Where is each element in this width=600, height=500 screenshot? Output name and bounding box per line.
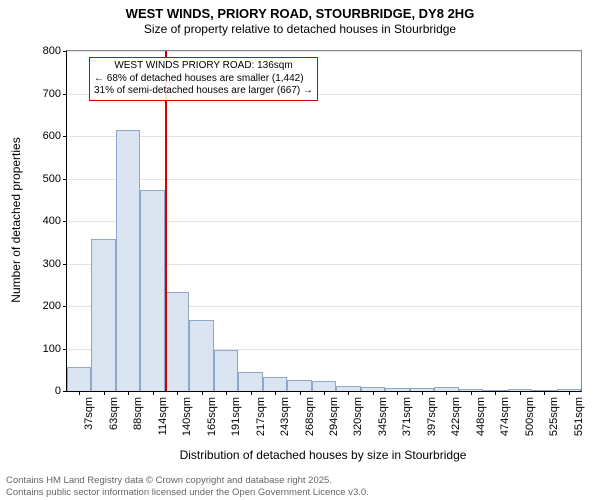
x-tick-label: 114sqm: [157, 397, 169, 435]
x-tick-label: 500sqm: [524, 397, 536, 436]
histogram-bar: [287, 380, 311, 391]
chart-subtitle: Size of property relative to detached ho…: [0, 22, 600, 36]
x-tick-label: 165sqm: [206, 397, 218, 436]
footer-line: Contains public sector information licen…: [6, 487, 369, 498]
y-tick-label: 100: [43, 343, 61, 355]
histogram-bar: [263, 377, 287, 391]
x-tick-label: 140sqm: [181, 397, 193, 436]
y-tick-label: 300: [43, 258, 61, 270]
histogram-bar: [189, 320, 213, 391]
x-tick-label: 551sqm: [573, 397, 585, 436]
x-tick-label: 37sqm: [83, 397, 95, 430]
y-axis-label: Number of detached properties: [9, 137, 23, 302]
gridline: [67, 179, 581, 180]
annotation-line: ← 68% of detached houses are smaller (1,…: [94, 73, 313, 86]
annotation-line: 31% of semi-detached houses are larger (…: [94, 85, 313, 98]
x-tick-label: 268sqm: [304, 397, 316, 436]
reference-line: [165, 51, 167, 391]
x-tick-label: 371sqm: [401, 397, 413, 436]
y-tick-label: 0: [55, 385, 61, 397]
x-tick-label: 422sqm: [450, 397, 462, 436]
x-tick-label: 191sqm: [230, 397, 242, 436]
x-tick-label: 397sqm: [426, 397, 438, 436]
x-tick-label: 448sqm: [475, 397, 487, 436]
footer-attribution: Contains HM Land Registry data © Crown c…: [6, 475, 369, 498]
y-tick-label: 500: [43, 173, 61, 185]
y-tick-label: 200: [43, 300, 61, 312]
x-axis-label: Distribution of detached houses by size …: [180, 448, 467, 462]
x-tick-label: 294sqm: [328, 397, 340, 436]
gridline: [67, 51, 581, 52]
y-tick-label: 400: [43, 215, 61, 227]
x-tick-label: 525sqm: [548, 397, 560, 436]
histogram-bar: [312, 381, 336, 391]
x-tick-label: 474sqm: [499, 397, 511, 436]
annotation-box: WEST WINDS PRIORY ROAD: 136sqm← 68% of d…: [89, 57, 318, 101]
histogram-bar: [91, 239, 115, 391]
histogram-bar: [165, 292, 189, 391]
x-tick-label: 63sqm: [108, 397, 120, 430]
histogram-bar: [140, 190, 164, 391]
y-tick-label: 800: [43, 45, 61, 57]
y-tick-label: 600: [43, 130, 61, 142]
chart-title: WEST WINDS, PRIORY ROAD, STOURBRIDGE, DY…: [0, 0, 600, 22]
histogram-bar: [116, 130, 140, 391]
footer-line: Contains HM Land Registry data © Crown c…: [6, 475, 369, 486]
y-tick-label: 700: [43, 88, 61, 100]
x-tick-label: 320sqm: [352, 397, 364, 436]
annotation-line: WEST WINDS PRIORY ROAD: 136sqm: [94, 60, 313, 73]
chart-container: { "chart": { "type": "histogram", "title…: [0, 0, 600, 500]
gridline: [67, 136, 581, 137]
x-tick-label: 345sqm: [377, 397, 389, 436]
x-tick-label: 217sqm: [255, 397, 267, 436]
histogram-bar: [238, 372, 262, 391]
histogram-bar: [214, 350, 238, 391]
x-tick-label: 243sqm: [279, 397, 291, 436]
x-tick-label: 88sqm: [132, 397, 144, 430]
plot-area: 010020030040050060070080037sqm63sqm88sqm…: [66, 50, 582, 392]
histogram-bar: [67, 367, 91, 391]
